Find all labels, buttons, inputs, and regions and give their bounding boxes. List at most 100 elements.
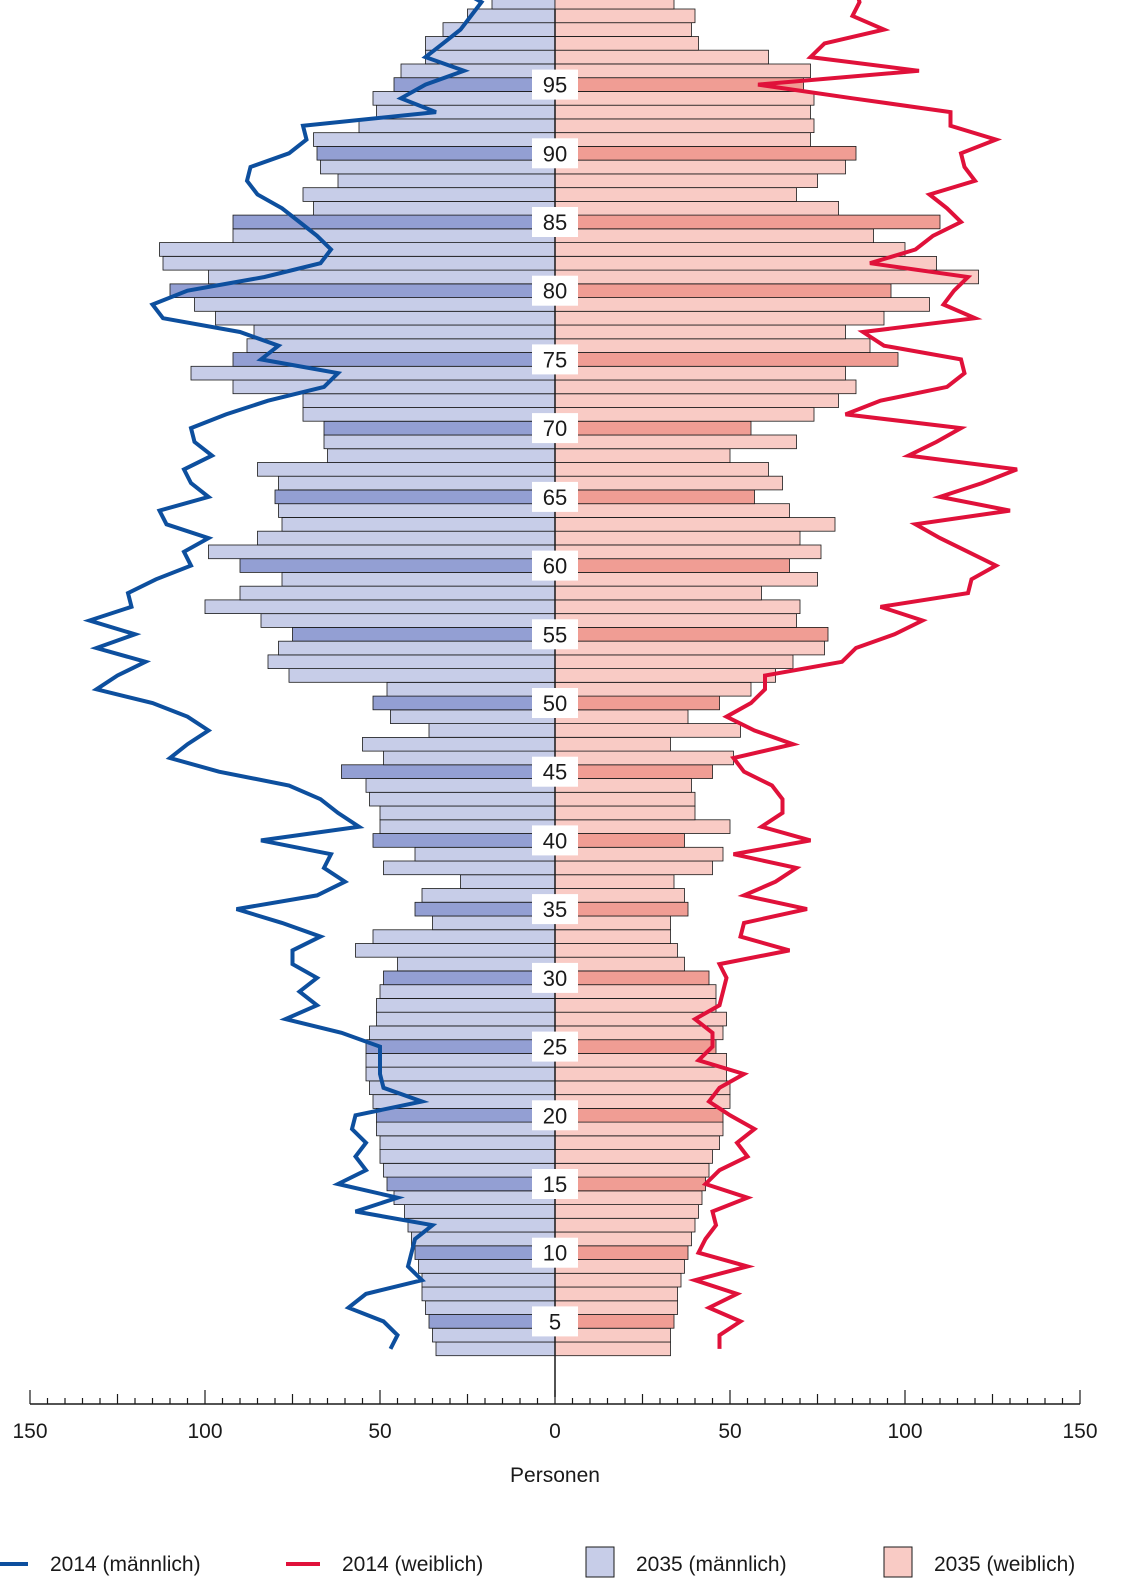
bar-female-2035 bbox=[554, 654, 794, 670]
age-label-box bbox=[532, 275, 578, 306]
bar-male-2035 bbox=[260, 613, 556, 628]
bar-female-2035 bbox=[554, 310, 885, 326]
x-tick-label: 100 bbox=[187, 1420, 222, 1443]
bar-male-2035 bbox=[397, 956, 556, 972]
bar-female-2035 bbox=[554, 407, 815, 422]
bar-female-2035 bbox=[554, 269, 979, 285]
bar-female-2035 bbox=[554, 283, 892, 298]
bar-male-2035 bbox=[369, 791, 556, 807]
bar-male-2035 bbox=[404, 1204, 556, 1219]
age-label: 90 bbox=[543, 141, 567, 166]
bar-male-2035 bbox=[232, 379, 556, 395]
legend-label: 2014 (männlich) bbox=[50, 1553, 201, 1576]
line-male-2014 bbox=[82, 0, 485, 1350]
bar-female-2035 bbox=[554, 1121, 724, 1137]
bar-female-2035 bbox=[554, 187, 797, 202]
age-label-box bbox=[532, 894, 578, 925]
age-label-box bbox=[532, 69, 578, 100]
legend-item: 2035 (männlich) bbox=[585, 1546, 787, 1578]
age-label-box bbox=[532, 481, 578, 512]
age-label-box bbox=[532, 1169, 578, 1199]
legend: 2014 (männlich) 2014 (weiblich) 2035 (männ… bbox=[0, 1546, 1075, 1578]
bar-male-2035 bbox=[253, 324, 556, 340]
age-labels-layer: 5 10 15 20 25 30 35 40 45 50 55 60 65 70 75 80 85 90 95 bbox=[532, 69, 578, 1337]
bar-female-2035 bbox=[554, 462, 769, 477]
bar-female-2035 bbox=[554, 1135, 720, 1151]
bar-male-2035 bbox=[383, 970, 556, 986]
age-label: 80 bbox=[543, 279, 567, 304]
bar-female-2035 bbox=[554, 668, 776, 683]
bar-female-2035 bbox=[554, 379, 857, 395]
bar-female-2035 bbox=[554, 640, 825, 656]
x-tick-label: 150 bbox=[12, 1420, 47, 1443]
bar-female-2035 bbox=[554, 297, 930, 312]
bar-male-2035 bbox=[379, 984, 556, 999]
legend-label: 2035 (weiblich) bbox=[934, 1553, 1075, 1576]
bar-male-2035 bbox=[316, 145, 556, 161]
bar-female-2035 bbox=[554, 599, 801, 615]
bar-female-2035 bbox=[554, 585, 762, 601]
bar-male-2035 bbox=[162, 255, 556, 271]
age-label-box bbox=[532, 1100, 578, 1131]
age-label: 70 bbox=[543, 416, 567, 441]
bar-male-2035 bbox=[169, 283, 556, 298]
bar-male-2035 bbox=[421, 1272, 556, 1288]
age-label: 15 bbox=[543, 1172, 567, 1197]
bar-male-2035 bbox=[204, 599, 556, 615]
bar-female-2035 bbox=[554, 874, 675, 889]
bar-male-2035 bbox=[390, 709, 556, 725]
bar-male-2035 bbox=[355, 943, 556, 958]
bar-male-2035 bbox=[239, 585, 556, 601]
bar-female-2035 bbox=[554, 145, 857, 161]
bar-male-2035 bbox=[372, 833, 556, 848]
bar-male-2035 bbox=[190, 365, 556, 381]
bar-female-2035 bbox=[554, 132, 811, 147]
bar-female-2035 bbox=[554, 352, 899, 367]
bar-male-2035 bbox=[302, 187, 556, 202]
x-tick-label: 100 bbox=[887, 1420, 922, 1443]
bar-male-2035 bbox=[281, 572, 556, 587]
age-label: 55 bbox=[543, 622, 567, 647]
bar-female-2035 bbox=[554, 91, 815, 106]
bar-male-2035 bbox=[376, 1108, 556, 1123]
bar-female-2035 bbox=[554, 1039, 717, 1054]
age-label-box bbox=[532, 1031, 578, 1062]
bar-female-2035 bbox=[554, 159, 846, 175]
bar-male-2035 bbox=[376, 1011, 556, 1027]
bar-female-2035 bbox=[554, 393, 839, 408]
bar-male-2035 bbox=[232, 228, 556, 243]
bar-female-2035 bbox=[554, 1066, 727, 1082]
bar-female-2035 bbox=[554, 1025, 724, 1041]
bar-female-2035 bbox=[554, 1149, 713, 1164]
bar-male-2035 bbox=[292, 627, 556, 642]
bar-male-2035 bbox=[365, 1053, 556, 1068]
bar-female-2035 bbox=[554, 682, 752, 697]
bar-male-2035 bbox=[267, 654, 556, 670]
bar-male-2035 bbox=[313, 132, 556, 147]
age-label: 25 bbox=[543, 1035, 567, 1060]
bar-male-2035 bbox=[257, 462, 556, 477]
bar-female-2035 bbox=[554, 860, 713, 876]
age-label: 5 bbox=[549, 1309, 561, 1334]
age-label-box bbox=[532, 962, 578, 993]
bar-male-2035 bbox=[194, 297, 556, 312]
bar-female-2035 bbox=[554, 503, 790, 518]
bar-male-2035 bbox=[383, 860, 556, 876]
bar-male-2035 bbox=[379, 805, 556, 821]
age-label-box bbox=[532, 619, 578, 650]
bar-female-2035 bbox=[554, 8, 696, 24]
bar-male-2035 bbox=[274, 489, 556, 505]
bar-female-2035 bbox=[554, 1108, 724, 1123]
age-label: 35 bbox=[543, 897, 567, 922]
bar-female-2035 bbox=[554, 1204, 699, 1219]
bar-female-2035 bbox=[554, 613, 797, 628]
bar-female-2035 bbox=[554, 764, 713, 779]
age-label: 40 bbox=[543, 828, 567, 853]
bar-female-2035 bbox=[554, 805, 696, 821]
bar-female-2035 bbox=[554, 118, 815, 134]
age-label-box bbox=[532, 138, 578, 169]
x-tick-label: 50 bbox=[718, 1420, 741, 1443]
bar-female-2035 bbox=[554, 695, 720, 711]
bar-male-2035 bbox=[232, 214, 556, 230]
bar-male-2035 bbox=[257, 530, 556, 546]
